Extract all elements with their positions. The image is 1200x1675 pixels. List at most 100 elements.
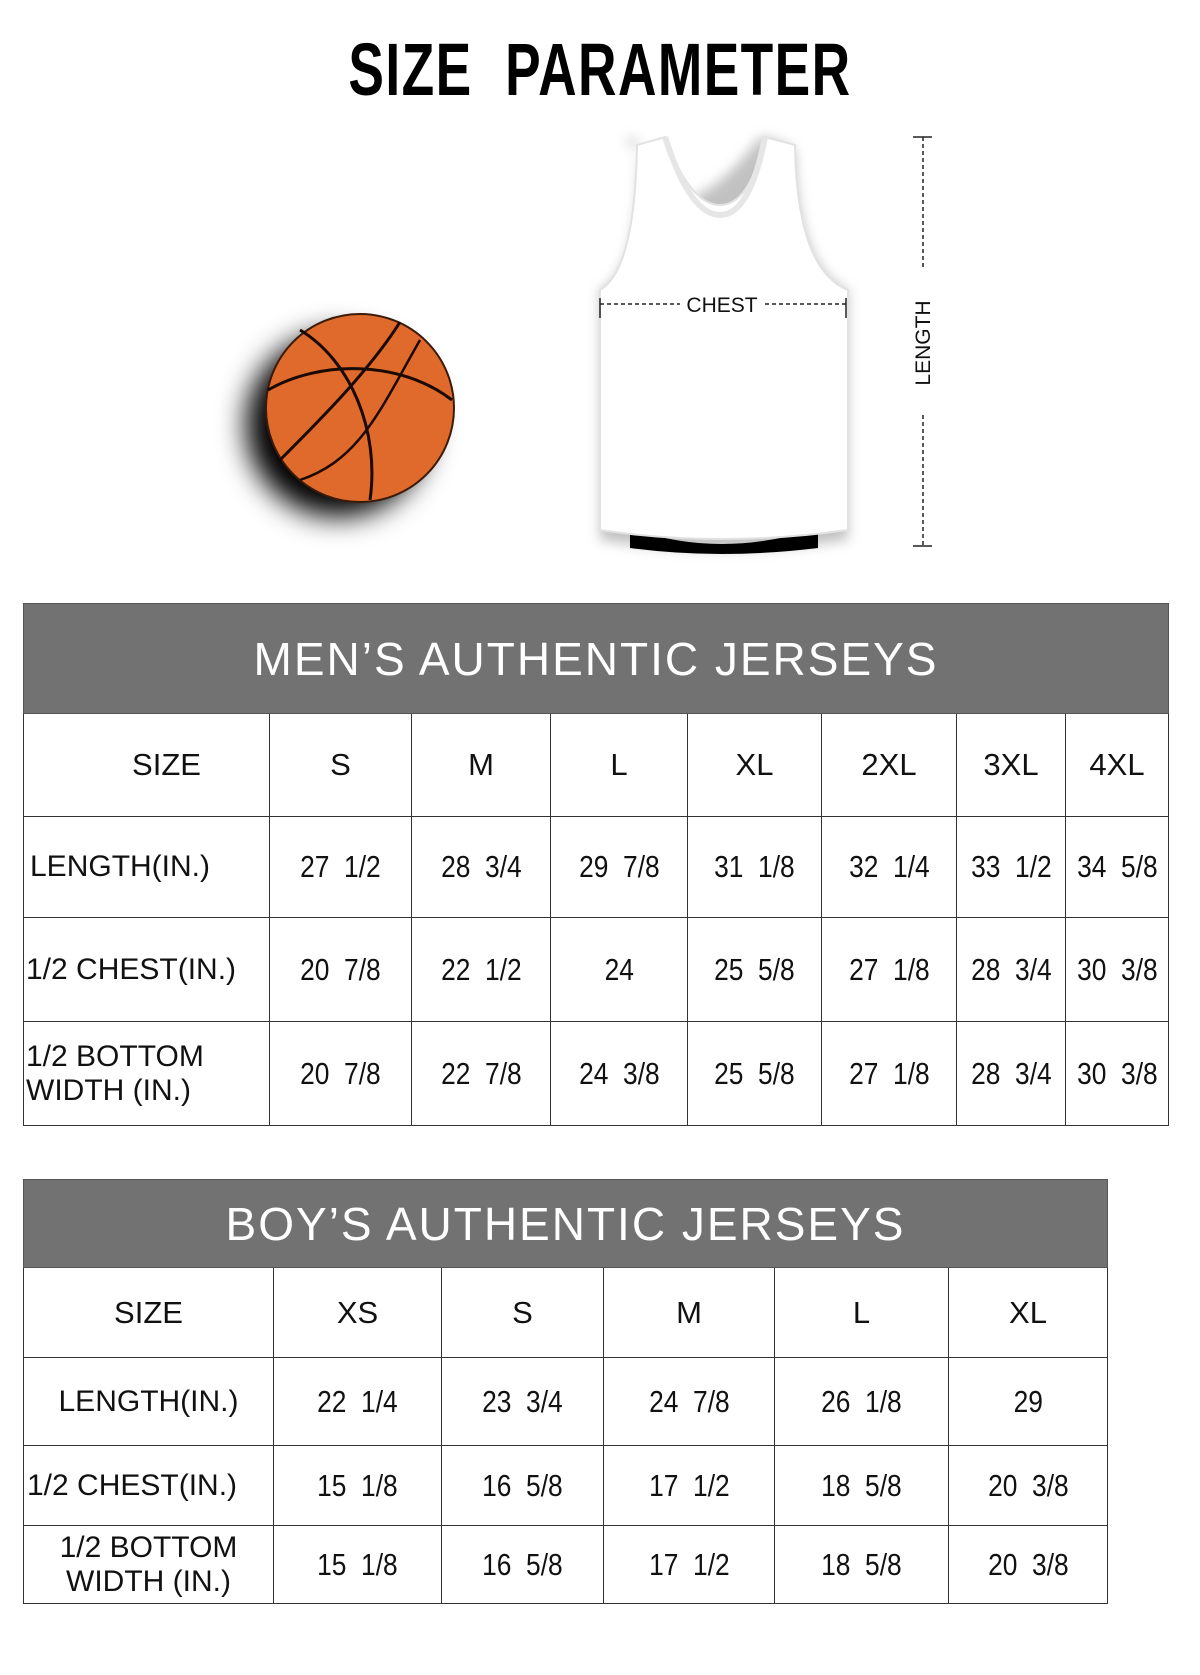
size-col: M — [411, 713, 551, 817]
cell-value: 17 1/2 — [648, 1467, 730, 1503]
size-col: S — [269, 713, 412, 817]
cell: 28 3/4 — [411, 816, 551, 918]
row-label: 1/2 CHEST(IN.) — [23, 1445, 274, 1526]
cell-value: 20 3/8 — [987, 1467, 1069, 1503]
jersey-icon: CHEST — [599, 135, 849, 554]
cell-value: 22 7/8 — [440, 1055, 522, 1091]
cell: 22 1/4 — [273, 1357, 442, 1446]
table-row: LENGTH(IN.) 27 1/2 28 3/4 29 7/8 31 1/8 … — [23, 816, 1169, 918]
cell-value: 30 3/8 — [1076, 951, 1158, 987]
size-col: S — [441, 1267, 604, 1358]
cell: 29 7/8 — [550, 816, 688, 918]
cell: 23 3/4 — [441, 1357, 604, 1446]
cell: 17 1/2 — [603, 1525, 775, 1604]
row-label: LENGTH(IN.) — [23, 816, 270, 918]
cell: 30 3/8 — [1065, 1021, 1169, 1126]
cell: 27 1/8 — [821, 917, 957, 1022]
cell: 24 — [550, 917, 688, 1022]
cell: 22 7/8 — [411, 1021, 551, 1126]
cell-value: 34 5/8 — [1076, 849, 1158, 884]
cell-value: 28 3/4 — [970, 951, 1052, 987]
boys-table-title: BOY’S AUTHENTIC JERSEYS — [22, 1179, 1109, 1268]
cell-value: 23 3/4 — [482, 1383, 563, 1419]
cell-value: 20 7/8 — [300, 1055, 381, 1091]
table-row: 1/2 BOTTOM WIDTH (IN.) 20 7/8 22 7/8 24 … — [23, 1021, 1169, 1126]
cell: 29 — [947, 1357, 1109, 1446]
cell-value: 17 1/2 — [648, 1546, 730, 1582]
length-measure: LENGTH — [912, 136, 935, 547]
cell: 17 1/2 — [603, 1445, 775, 1526]
cell-value: 24 7/8 — [648, 1383, 730, 1419]
mens-size-row: SIZE S M L XL 2XL 3XL 4XL — [23, 713, 1169, 817]
page-title: SIZE PARAMETER — [348, 28, 852, 111]
cell-value: 28 3/4 — [970, 1055, 1052, 1091]
cell: 20 3/8 — [947, 1525, 1109, 1604]
cell: 15 1/8 — [273, 1445, 442, 1526]
table-row: 1/2 CHEST(IN.) 20 7/8 22 1/2 24 25 5/8 2… — [23, 917, 1169, 1022]
mens-table-title: MEN’S AUTHENTIC JERSEYS — [23, 603, 1169, 714]
cell-value: 29 7/8 — [578, 849, 660, 884]
boys-size-table: BOY’S AUTHENTIC JERSEYS SIZE XS S M L XL… — [22, 1179, 1109, 1604]
cell-value: 25 5/8 — [714, 951, 795, 987]
cell: 18 5/8 — [774, 1525, 949, 1604]
cell-value: 25 5/8 — [714, 1055, 795, 1091]
cell-value: 24 — [604, 951, 634, 987]
cell: 16 5/8 — [441, 1525, 604, 1604]
row-label: LENGTH(IN.) — [23, 1357, 274, 1446]
cell-value: 16 5/8 — [482, 1546, 563, 1582]
cell: 20 3/8 — [947, 1445, 1109, 1526]
cell: 25 5/8 — [687, 917, 822, 1022]
row-label: 1/2 BOTTOM WIDTH (IN.) — [23, 1021, 270, 1126]
cell-value: 29 — [1013, 1383, 1043, 1419]
cell-value: 15 1/8 — [317, 1546, 398, 1582]
cell-value: 30 3/8 — [1076, 1055, 1158, 1091]
size-col: 3XL — [956, 713, 1066, 817]
cell: 30 3/8 — [1065, 917, 1169, 1022]
size-header: SIZE — [23, 713, 270, 817]
cell: 24 3/8 — [550, 1021, 688, 1126]
size-col: XL — [947, 1267, 1109, 1358]
size-col: 2XL — [821, 713, 957, 817]
cell: 27 1/2 — [269, 816, 412, 918]
cell: 15 1/8 — [273, 1525, 442, 1604]
cell-value: 27 1/8 — [848, 951, 930, 987]
cell: 28 3/4 — [956, 1021, 1066, 1126]
cell: 27 1/8 — [821, 1021, 957, 1126]
cell: 25 5/8 — [687, 1021, 822, 1126]
basketball-icon — [246, 313, 455, 517]
cell-value: 31 1/8 — [714, 849, 795, 884]
size-col: XS — [273, 1267, 442, 1358]
mens-size-table: MEN’S AUTHENTIC JERSEYS SIZE S M L XL 2X… — [23, 603, 1169, 1126]
cell-value: 18 5/8 — [821, 1546, 902, 1582]
cell-value: 32 1/4 — [848, 849, 930, 884]
size-col: XL — [687, 713, 822, 817]
cell: 32 1/4 — [821, 816, 957, 918]
length-label: LENGTH — [912, 300, 935, 385]
cell: 26 1/8 — [774, 1357, 949, 1446]
table-row: LENGTH(IN.) 22 1/4 23 3/4 24 7/8 26 1/8 … — [23, 1357, 1109, 1446]
cell-value: 16 5/8 — [482, 1467, 563, 1503]
cell: 16 5/8 — [441, 1445, 604, 1526]
row-label: 1/2 BOTTOM WIDTH (IN.) — [23, 1525, 274, 1604]
cell-value: 28 3/4 — [440, 849, 522, 884]
boys-size-row: SIZE XS S M L XL — [23, 1267, 1109, 1358]
size-col: L — [550, 713, 688, 817]
row-label: 1/2 CHEST(IN.) — [23, 917, 270, 1022]
cell: 31 1/8 — [687, 816, 822, 918]
cell-value: 15 1/8 — [317, 1467, 398, 1503]
cell: 20 7/8 — [269, 917, 412, 1022]
table-row: 1/2 BOTTOM WIDTH (IN.) 15 1/8 16 5/8 17 … — [23, 1525, 1109, 1604]
cell: 24 7/8 — [603, 1357, 775, 1446]
illustration: CHEST LENGTH — [246, 135, 935, 554]
cell: 20 7/8 — [269, 1021, 412, 1126]
size-header: SIZE — [23, 1267, 274, 1358]
cell: 34 5/8 — [1065, 816, 1169, 918]
cell-value: 22 1/2 — [440, 951, 522, 987]
cell: 28 3/4 — [956, 917, 1066, 1022]
cell-value: 26 1/8 — [821, 1383, 902, 1419]
cell-value: 33 1/2 — [970, 849, 1052, 884]
cell-value: 27 1/2 — [300, 849, 381, 884]
size-col: 4XL — [1065, 713, 1169, 817]
chest-label: CHEST — [686, 294, 757, 317]
size-col: M — [603, 1267, 775, 1358]
